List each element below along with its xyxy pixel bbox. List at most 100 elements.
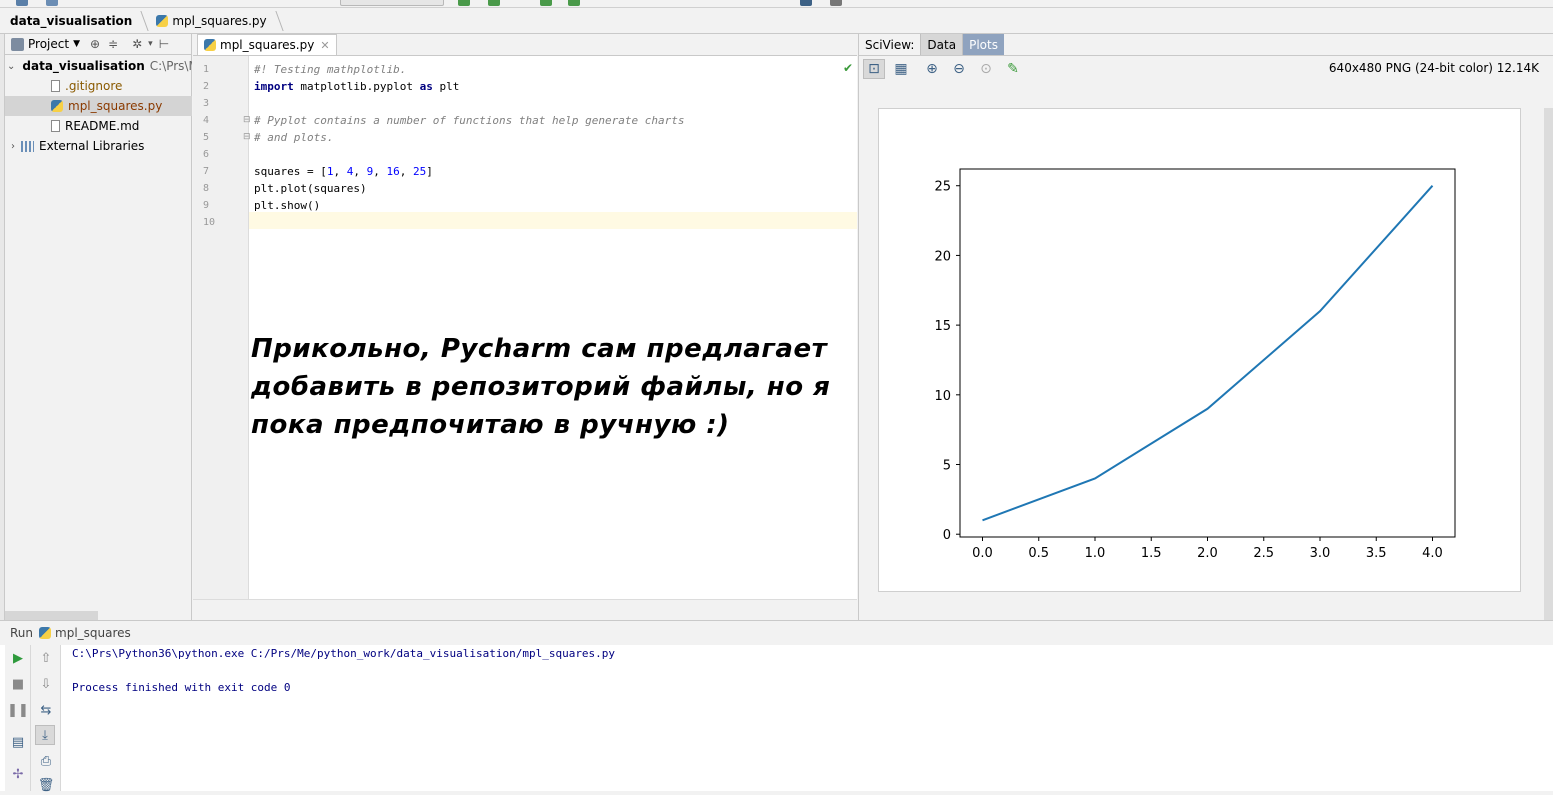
left-tool-strip: [0, 34, 5, 620]
line-number: 2: [203, 81, 210, 92]
run-config-dropdown[interactable]: [340, 0, 444, 6]
python-file-icon: [204, 39, 216, 51]
code-line[interactable]: # Pyplot contains a number of functions …: [254, 114, 685, 127]
horizontal-scrollbar[interactable]: [5, 611, 98, 620]
profile-icon[interactable]: [568, 0, 580, 6]
arrow-up-icon[interactable]: ⇧: [40, 650, 52, 666]
color-picker-icon[interactable]: ✎: [1007, 61, 1019, 77]
chevron-down-icon[interactable]: ▼: [73, 39, 80, 49]
fit-zoom-icon[interactable]: ⊡: [863, 59, 885, 79]
tree-item-project-root[interactable]: ⌄ data_visualisation C:\Prs\M: [5, 56, 192, 76]
editor-tab-bar: mpl_squares.py ✕: [193, 34, 857, 56]
tree-item-label: External Libraries: [39, 139, 145, 153]
sciview-label: SciView:: [859, 34, 921, 55]
breadcrumb-separator: [136, 9, 146, 34]
sciview-panel: SciView: Data Plots ⊡ ▦ ⊕ ⊖ ⊙ ✎ 640x480 …: [858, 34, 1553, 620]
vertical-scrollbar[interactable]: [1544, 108, 1553, 620]
tree-item-path: C:\Prs\M: [149, 59, 192, 73]
plot-image[interactable]: 0.0 0.5 1.0 1.5 2.0 2.5 3.0 3.5 4.0 0 5 10 15 20 25: [878, 108, 1521, 592]
actual-size-icon[interactable]: ⊙: [980, 61, 992, 77]
plot-area: [959, 168, 1456, 538]
x-tick-label: 0.5: [1028, 546, 1049, 561]
collapse-icon[interactable]: ≑: [108, 37, 119, 51]
tab-mpl-squares[interactable]: mpl_squares.py ✕: [197, 34, 337, 55]
code-editor: mpl_squares.py ✕ ✔ 1 2 3 4 5 6 7 8 9 10 …: [193, 34, 857, 620]
annotation-note: Прикольно, Pycharm сам предлагает добави…: [251, 330, 851, 444]
breadcrumb-file[interactable]: mpl_squares.py: [146, 9, 270, 33]
run-console: ▶ ■ ❚❚ ▤ ✢ ⇧ ⇩ ⇆ ⤓ ⎙ 🗑 C:\Prs\Python36\p…: [0, 645, 1553, 793]
code-line[interactable]: plt.plot(squares): [254, 182, 367, 195]
code-line[interactable]: squares = [1, 4, 9, 16, 25]: [254, 165, 433, 178]
x-tick-label: 1.0: [1085, 546, 1106, 561]
close-icon[interactable]: ✕: [320, 38, 330, 52]
python-file-icon: [51, 100, 63, 112]
code-line[interactable]: # and plots.: [254, 131, 334, 144]
zoom-in-icon[interactable]: ⊕: [926, 61, 938, 77]
breadcrumb-project[interactable]: data_visualisation: [0, 9, 136, 33]
rerun-icon[interactable]: ▶: [13, 650, 23, 666]
chevron-down-icon[interactable]: ⌄: [7, 60, 16, 72]
arrow-down-icon[interactable]: ⇩: [40, 676, 52, 692]
tree-item-gitignore[interactable]: .gitignore: [5, 76, 192, 96]
print-icon[interactable]: ⎙: [40, 753, 52, 769]
toolbar-icon[interactable]: [46, 0, 58, 6]
tree-item-external-libraries[interactable]: › External Libraries: [5, 136, 192, 156]
tree-item-readme[interactable]: README.md: [5, 116, 192, 136]
y-tick-label: 15: [934, 319, 951, 334]
coverage-icon[interactable]: [540, 0, 552, 6]
inspection-ok-icon[interactable]: ✔: [843, 61, 854, 75]
tree-item-label: data_visualisation: [22, 59, 145, 73]
debug-icon[interactable]: [488, 0, 500, 6]
settings-icon[interactable]: [830, 0, 842, 6]
gear-icon[interactable]: ✲: [132, 37, 143, 51]
tree-item-label: README.md: [65, 119, 140, 133]
series-line: [982, 185, 1434, 522]
x-tick-label: 2.5: [1253, 546, 1274, 561]
project-panel-header: Project ▼ ⊕ ≑ ✲ ▾ ⊢: [5, 34, 191, 55]
grid-icon[interactable]: ▦: [894, 61, 908, 77]
run-config-name[interactable]: mpl_squares: [55, 626, 131, 640]
console-toolbar: ⇧ ⇩ ⇆ ⤓ ⎙ 🗑: [31, 645, 61, 793]
tree-item-label: mpl_squares.py: [68, 99, 163, 113]
soft-wrap-icon[interactable]: ⇆: [40, 702, 52, 718]
x-tick-label: 3.5: [1366, 546, 1387, 561]
run-panel-header: Run mpl_squares: [0, 620, 1553, 645]
pin-icon[interactable]: ✢: [12, 766, 24, 782]
x-tick-label: 1.5: [1141, 546, 1162, 561]
project-icon: [11, 37, 24, 51]
plot-toolbar: ⊡ ▦ ⊕ ⊖ ⊙ ✎ 640x480 PNG (24-bit color) 1…: [859, 56, 1553, 82]
tab-plots[interactable]: Plots: [962, 34, 1004, 55]
toolbar-icon[interactable]: [16, 0, 28, 6]
line-chart: 0.0 0.5 1.0 1.5 2.0 2.5 3.0 3.5 4.0 0 5 10 15 20 25: [934, 168, 1456, 561]
image-info: 640x480 PNG (24-bit color) 12.14K: [1328, 61, 1539, 75]
fold-marker-icon[interactable]: ⊟: [243, 132, 251, 142]
y-tick-label: 20: [934, 249, 951, 264]
stop-icon[interactable]: ■: [11, 676, 25, 692]
vcs-icon[interactable]: [800, 0, 812, 6]
line-number: 8: [203, 183, 210, 194]
breadcrumb-file-label: mpl_squares.py: [172, 14, 267, 28]
layout-icon[interactable]: ▤: [11, 734, 25, 750]
console-line: C:\Prs\Python36\python.exe C:/Prs/Me/pyt…: [72, 647, 616, 660]
fold-marker-icon[interactable]: ⊟: [243, 115, 251, 125]
pause-icon[interactable]: ❚❚: [7, 702, 29, 718]
chevron-right-icon[interactable]: ›: [11, 140, 15, 152]
project-view-selector[interactable]: Project: [28, 37, 70, 51]
scroll-to-end-icon[interactable]: ⤓: [35, 725, 55, 745]
code-line[interactable]: #! Testing mathplotlib.: [254, 63, 407, 76]
code-line[interactable]: import matplotlib.pyplot as plt: [254, 80, 460, 93]
tree-item-mpl-squares[interactable]: mpl_squares.py: [5, 96, 192, 116]
hide-panel-icon[interactable]: ⊢: [158, 37, 170, 51]
tab-data[interactable]: Data: [920, 34, 963, 55]
horizontal-scrollbar[interactable]: [193, 599, 857, 620]
code-line[interactable]: plt.show(): [254, 199, 321, 212]
console-line: Process finished with exit code 0: [72, 681, 291, 694]
chevron-down-icon[interactable]: ▾: [148, 39, 153, 49]
zoom-out-icon[interactable]: ⊖: [953, 61, 965, 77]
line-number: 3: [203, 98, 210, 109]
trash-icon[interactable]: 🗑: [37, 777, 55, 793]
run-icon[interactable]: [458, 0, 470, 6]
python-file-icon: [156, 15, 169, 27]
locate-icon[interactable]: ⊕: [89, 37, 101, 51]
y-tick-label: 0: [943, 528, 951, 543]
